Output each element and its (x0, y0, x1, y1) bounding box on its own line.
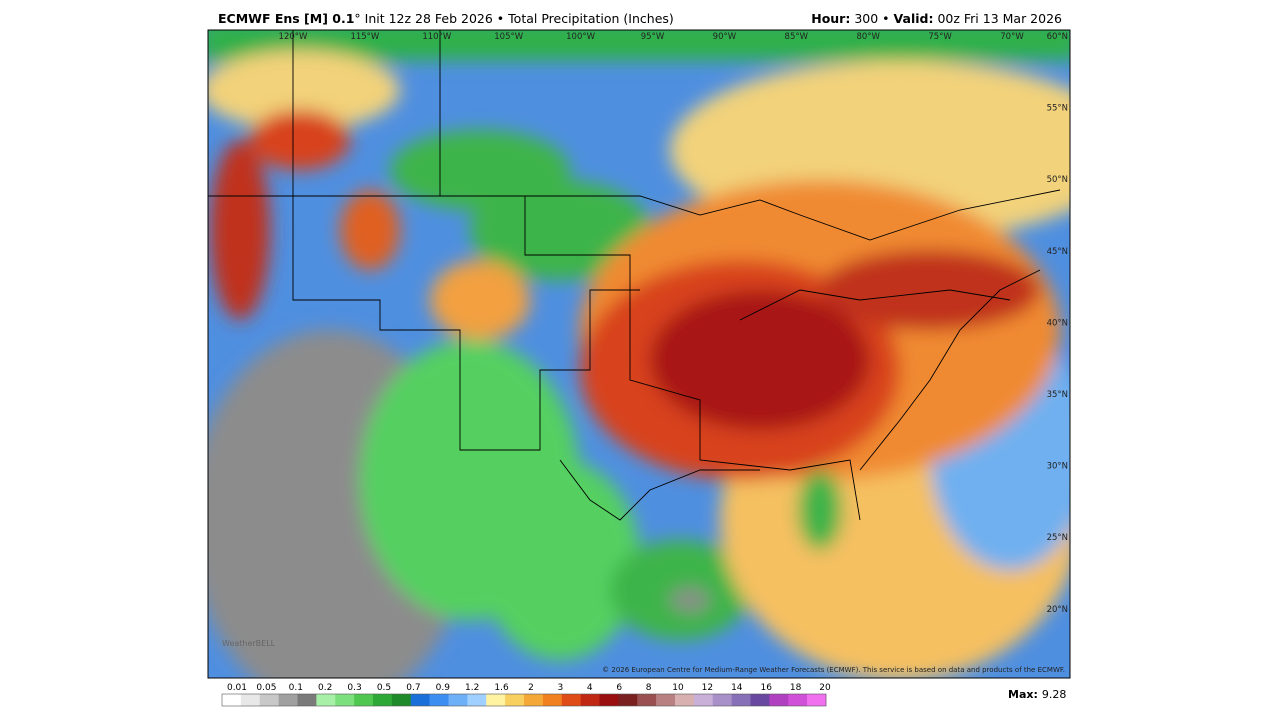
colorbar-swatch (391, 694, 412, 706)
colorbar-label: 0.7 (406, 683, 420, 693)
colorbar-label: 0.1 (289, 683, 303, 693)
valid-label: Valid: (894, 11, 934, 26)
colorbar-swatch (731, 694, 751, 706)
colorbar-label: 18 (790, 683, 802, 693)
valid: 00z Fri 13 Mar 2026 (933, 11, 1062, 26)
longitude-label: 100°W (566, 32, 595, 42)
longitude-label: 75°W (928, 32, 952, 42)
max-value: 9.28 (1042, 688, 1067, 701)
colorbar-swatch (693, 694, 714, 706)
colorbar-frame (221, 693, 827, 707)
max: Max: 9.28 (1008, 688, 1066, 701)
colorbar-swatch (788, 694, 808, 706)
latitude-label: 25°N (1047, 533, 1068, 543)
map (208, 30, 1070, 678)
colorbar-label: 2 (528, 683, 534, 693)
colorbar-swatch (373, 694, 393, 706)
colorbar-swatch (222, 694, 242, 706)
colorbar-swatch (656, 694, 676, 706)
colorbar-swatch (505, 694, 525, 706)
latitude-label: 60°N (1047, 32, 1068, 42)
colorbar-swatch (712, 694, 732, 706)
model: ECMWF Ens [M] 0.1 (218, 11, 354, 26)
colorbar-swatch (278, 694, 298, 706)
hour: 300 • (850, 11, 893, 26)
colorbar-label: 0.3 (347, 683, 361, 693)
colorbar-label: 1.6 (494, 683, 509, 693)
colorbar-swatch (429, 694, 449, 706)
latitude-label: 45°N (1047, 247, 1068, 257)
colorbar-swatch (561, 694, 581, 706)
longitude-label: 110°W (422, 32, 451, 42)
longitude-label: 95°W (641, 32, 665, 42)
colorbar-label: 0.5 (377, 683, 391, 693)
colorbar-swatch (807, 694, 827, 706)
colorbar-swatch (410, 694, 430, 706)
colorbar-label: 3 (558, 683, 564, 693)
colorbar-label: 6 (616, 683, 622, 693)
colorbar-swatch (448, 694, 468, 706)
colorbar-swatch (618, 694, 638, 706)
colorbar-swatch (240, 694, 261, 706)
longitude-label: 70°W (1000, 32, 1024, 42)
title: ECMWF Ens [M] 0.1° Init 12z 28 Feb 2026 … (218, 11, 674, 26)
latitude-label: 40°N (1047, 318, 1068, 328)
watermark: WeatherBELL (222, 639, 276, 648)
latitude-label: 20°N (1047, 605, 1068, 615)
max-label: Max: (1008, 688, 1038, 701)
colorbar-swatch (354, 694, 374, 706)
colorbar-swatch (316, 694, 336, 706)
colorbar-label: 8 (646, 683, 652, 693)
boundaries (208, 30, 1061, 521)
colorbar-label: 14 (731, 683, 743, 693)
longitude-label: 105°W (494, 32, 523, 42)
colorbar-swatch (259, 694, 279, 706)
latitude-label: 50°N (1047, 175, 1068, 185)
colorbar-swatch (297, 694, 317, 706)
colorbar-label: 20 (819, 683, 831, 693)
colorbar-swatch (580, 694, 600, 706)
colorbar-label: 0.05 (256, 683, 276, 693)
colorbar-label: 0.2 (318, 683, 332, 693)
colorbar-swatch (675, 694, 695, 706)
map-frame (207, 29, 1071, 679)
valid-time: Hour: 300 • Valid: 00z Fri 13 Mar 2026 (811, 11, 1062, 26)
longitude-label: 80°W (856, 32, 880, 42)
run: ° Init 12z 28 Feb 2026 • Total Precipita… (354, 11, 673, 26)
colorbar-label: 10 (672, 683, 684, 693)
hour-label: Hour: (811, 11, 850, 26)
colorbar-swatch (486, 694, 506, 706)
latitude-label: 35°N (1047, 390, 1068, 400)
longitude-label: 120°W (279, 32, 308, 42)
longitude-label: 115°W (350, 32, 379, 42)
longitude-label: 85°W (785, 32, 809, 42)
colorbar-label: 0.9 (436, 683, 451, 693)
latitude-label: 55°N (1047, 104, 1068, 114)
latitude-label: 30°N (1047, 462, 1068, 472)
colorbar-label: 1.2 (465, 683, 479, 693)
colorbar-swatch (467, 694, 487, 706)
colorbar-swatch (637, 694, 657, 706)
colorbar-swatch (542, 694, 563, 706)
colorbar-label: 4 (587, 683, 593, 693)
colorbar-label: 16 (760, 683, 772, 693)
colorbar-swatch (599, 694, 619, 706)
colorbar-swatch (769, 694, 789, 706)
colorbar-swatch (335, 694, 355, 706)
longitude-label: 90°W (713, 32, 737, 42)
colorbar-label: 12 (702, 683, 713, 693)
colorbar-label: 0.01 (227, 683, 247, 693)
credit: © 2026 European Centre for Medium-Range … (602, 666, 1065, 674)
colorbar-swatch (524, 694, 544, 706)
colorbar-swatch (750, 694, 770, 706)
